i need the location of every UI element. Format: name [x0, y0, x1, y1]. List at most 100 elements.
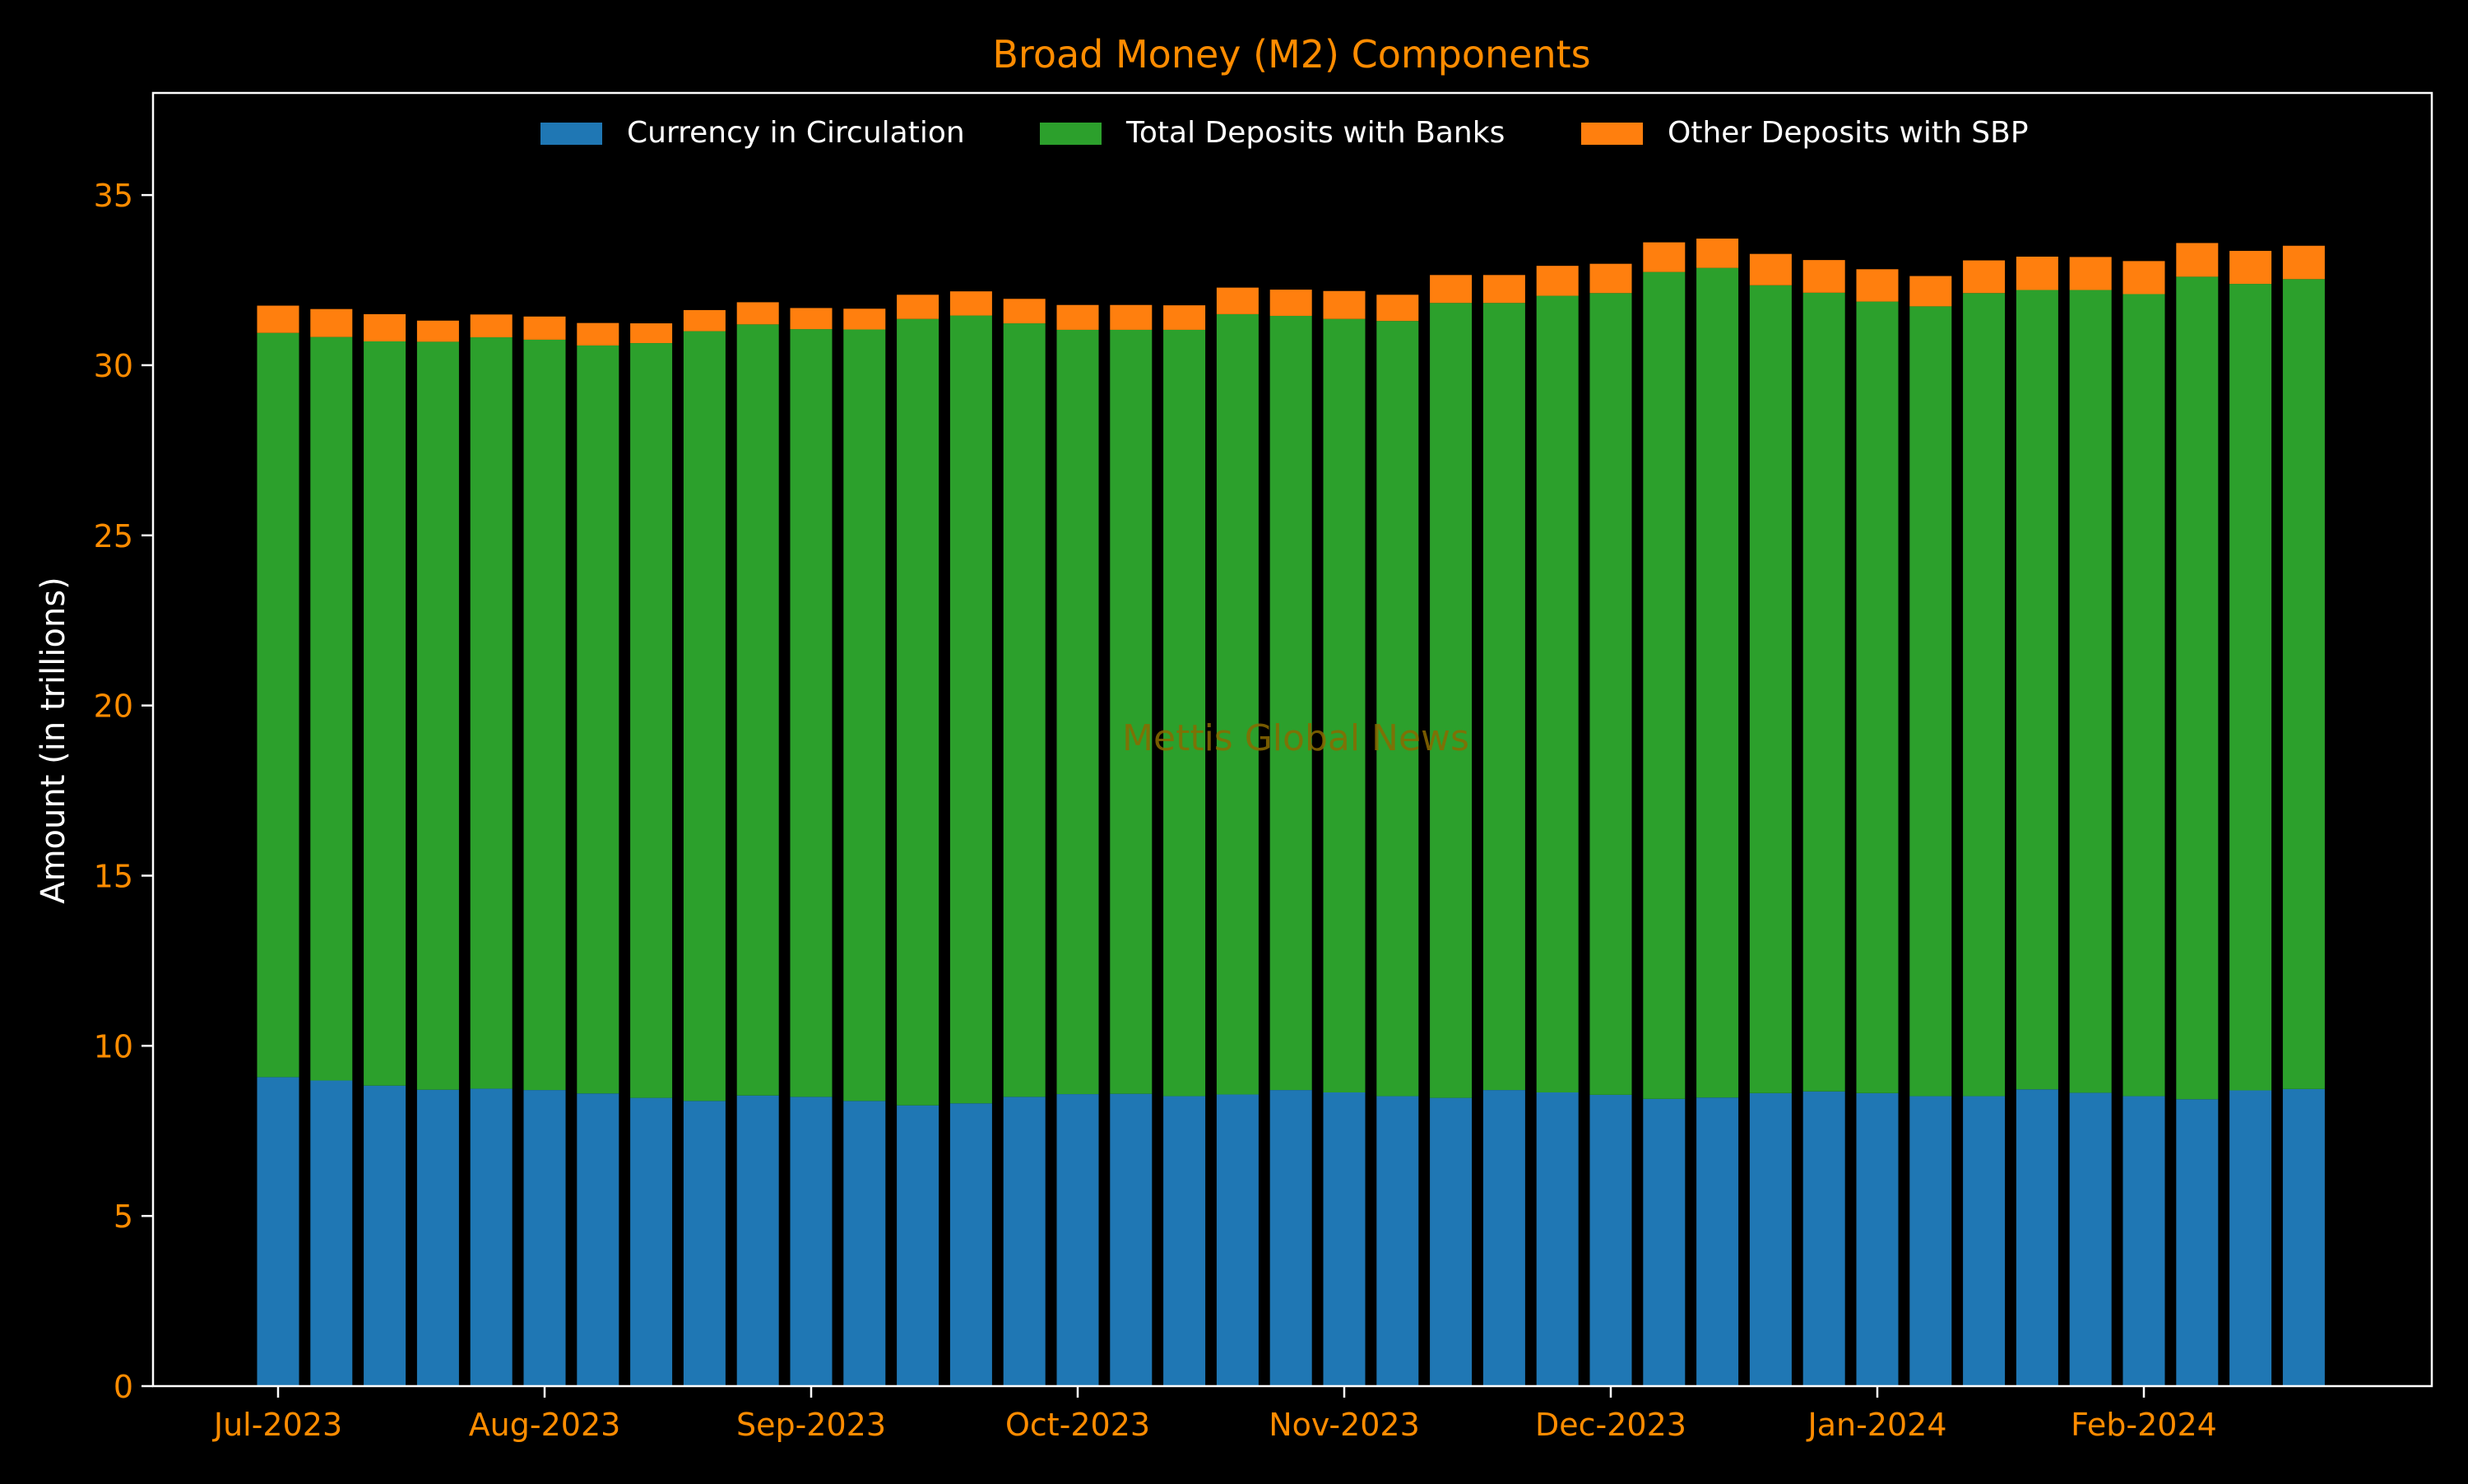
bar-segment-s0-b3: [416, 1089, 459, 1386]
bar-segment-s1-b36: [2176, 276, 2219, 1100]
bar-segment-s1-b8: [683, 331, 726, 1101]
bar-segment-s2-b21: [1376, 294, 1419, 322]
bar-segment-s1-b9: [736, 324, 779, 1096]
bar-segment-s2-b9: [736, 302, 779, 325]
y-axis-ticks: 0 5 10 15 20 25 30 35: [94, 178, 153, 1405]
bar-segment-s1-b27: [1696, 267, 1739, 1098]
bar-segment-s2-b20: [1323, 290, 1366, 319]
bar-segment-s2-b37: [2229, 250, 2272, 285]
bar-segment-s1-b18: [1216, 313, 1259, 1095]
bar-segment-s1-b24: [1536, 295, 1579, 1092]
bar-segment-s0-b7: [630, 1097, 673, 1386]
bar-segment-s1-b10: [790, 329, 833, 1097]
bar-segment-s0-b37: [2229, 1090, 2272, 1386]
bar-segment-s2-b3: [416, 320, 459, 342]
bar-segment-s2-b15: [1056, 304, 1099, 330]
bar-segment-s0-b0: [257, 1077, 299, 1386]
bar-segment-s1-b21: [1376, 321, 1419, 1097]
bar-segment-s2-b10: [790, 308, 833, 330]
x-tick-label: Sep-2023: [736, 1407, 886, 1443]
bar-segment-s0-b10: [790, 1097, 833, 1386]
x-tick-label: Jul-2023: [212, 1407, 342, 1443]
bar-segment-s0-b29: [1802, 1091, 1845, 1386]
plot-frame: [151, 91, 2433, 1388]
bar-segment-s1-b35: [2122, 294, 2165, 1097]
bar-segment-s2-b35: [2122, 261, 2165, 294]
bar-segment-s2-b33: [2016, 256, 2058, 290]
bar-segment-s0-b31: [1909, 1096, 1952, 1386]
y-tick-label: 15: [94, 858, 133, 894]
x-tick-label: Nov-2023: [1269, 1407, 1420, 1443]
x-tick-label: Dec-2023: [1535, 1407, 1686, 1443]
bar-segment-s0-b23: [1482, 1090, 1525, 1386]
bar-segment-s0-b19: [1269, 1090, 1312, 1386]
bar-segment-s2-b6: [577, 322, 619, 345]
bar-segment-s2-b1: [310, 308, 353, 337]
bar-segment-s2-b2: [364, 313, 406, 341]
bar-segment-s0-b13: [949, 1103, 992, 1386]
bar-segment-s0-b34: [2069, 1092, 2112, 1386]
bar-segment-s0-b12: [897, 1105, 939, 1386]
bar-segment-s0-b35: [2122, 1096, 2165, 1386]
bar-segment-s0-b17: [1163, 1096, 1206, 1386]
bar-segment-s1-b38: [2282, 279, 2325, 1089]
y-tick-label: 35: [94, 178, 133, 214]
bar-segment-s2-b24: [1536, 266, 1579, 296]
bar-segment-s1-b33: [2016, 290, 2058, 1090]
bar-segment-s1-b1: [310, 336, 353, 1081]
y-tick-label: 10: [94, 1028, 133, 1064]
bar-segment-s2-b23: [1482, 275, 1525, 304]
bar-segment-s0-b21: [1376, 1096, 1419, 1386]
bar-segment-s1-b19: [1269, 315, 1312, 1091]
bar-segment-s2-b19: [1269, 290, 1312, 316]
bars-layer: [257, 239, 2325, 1386]
bar-segment-s0-b36: [2176, 1099, 2219, 1386]
x-tick-label: Aug-2023: [469, 1407, 621, 1443]
bar-segment-s1-b34: [2069, 290, 2112, 1093]
x-tick-label: Feb-2024: [2071, 1407, 2217, 1443]
bar-segment-s1-b2: [364, 341, 406, 1086]
bar-segment-s2-b25: [1589, 263, 1632, 294]
bar-segment-s0-b28: [1749, 1092, 1792, 1386]
bar-segment-s0-b2: [364, 1085, 406, 1386]
bar-segment-s2-b12: [897, 294, 939, 319]
bar-segment-s0-b15: [1056, 1094, 1099, 1386]
y-tick-label: 30: [94, 348, 133, 384]
y-axis-label: Amount (in trillions): [35, 577, 72, 904]
legend-label: Other Deposits with SBP: [1668, 116, 2029, 150]
bar-segment-s0-b18: [1216, 1094, 1259, 1386]
bar-segment-s1-b14: [1003, 323, 1046, 1097]
bar-segment-s2-b36: [2176, 243, 2219, 277]
bar-segment-s1-b12: [897, 318, 939, 1106]
bar-segment-s1-b20: [1323, 318, 1366, 1092]
bar-segment-s2-b38: [2282, 245, 2325, 280]
y-tick-label: 0: [114, 1369, 133, 1405]
bar-segment-s0-b24: [1536, 1092, 1579, 1386]
legend: Currency in Circulation Total Deposits wi…: [540, 116, 2029, 150]
bar-segment-s2-b18: [1216, 287, 1259, 314]
bar-segment-s1-b6: [577, 345, 619, 1094]
bar-segment-s1-b26: [1643, 271, 1686, 1099]
bar-segment-s2-b28: [1749, 253, 1792, 285]
bar-segment-s0-b30: [1856, 1092, 1899, 1386]
bar-segment-s1-b3: [416, 341, 459, 1090]
bar-segment-s0-b9: [736, 1095, 779, 1386]
bar-segment-s1-b15: [1056, 329, 1099, 1095]
bar-segment-s2-b5: [523, 316, 566, 340]
y-tick-label: 25: [94, 518, 133, 554]
bar-segment-s1-b28: [1749, 285, 1792, 1093]
bar-segment-s1-b22: [1430, 303, 1473, 1098]
bar-segment-s2-b29: [1802, 260, 1845, 293]
bar-segment-s1-b11: [843, 329, 886, 1101]
bar-segment-s1-b0: [257, 332, 299, 1078]
bar-segment-s0-b22: [1430, 1097, 1473, 1386]
y-tick-label: 5: [114, 1199, 133, 1235]
bar-segment-s0-b20: [1323, 1092, 1366, 1386]
bar-segment-s0-b27: [1696, 1097, 1739, 1386]
bar-segment-s0-b26: [1643, 1098, 1686, 1386]
bar-segment-s2-b4: [470, 314, 513, 338]
bar-segment-s1-b23: [1482, 303, 1525, 1091]
bar-segment-s0-b8: [683, 1101, 726, 1386]
